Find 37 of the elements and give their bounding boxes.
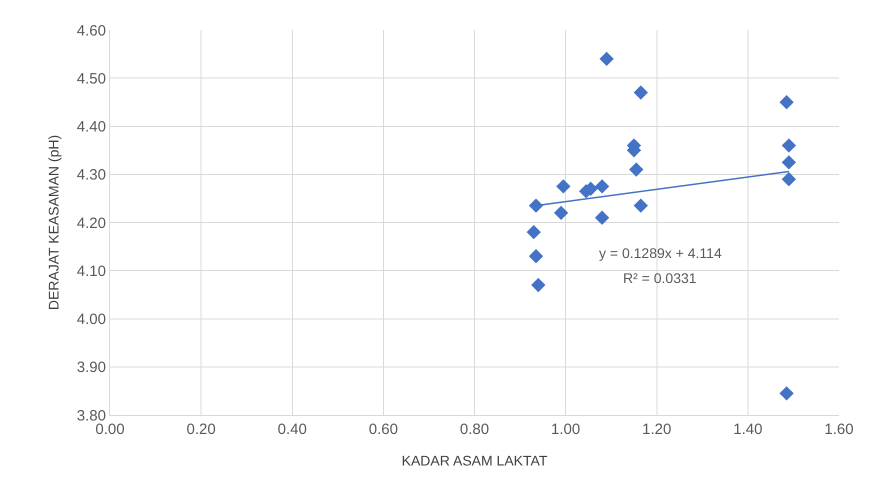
point	[528, 198, 544, 213]
x-tick-label: 1.20	[642, 421, 672, 438]
point	[556, 179, 570, 194]
x-tick-label: 0.80	[460, 421, 490, 438]
point	[782, 138, 796, 153]
y-axis-title: DERAJAT KEASAMAN (pH)	[45, 134, 62, 310]
x-tick-label: 1.60	[824, 421, 854, 438]
y-tick-label: 4.20	[76, 214, 106, 232]
point	[634, 198, 648, 213]
point	[531, 278, 546, 292]
y-tick-label: 4.50	[76, 70, 106, 88]
point	[599, 52, 614, 66]
x-tick-label: 0.20	[186, 421, 216, 438]
point	[526, 224, 541, 240]
x-tick-label: 0.60	[368, 421, 398, 438]
y-tick-label: 4.00	[76, 311, 106, 328]
x-tick-label: 1.00	[551, 421, 580, 438]
point	[782, 155, 796, 170]
point	[554, 206, 568, 220]
point	[779, 386, 794, 400]
y-tick-label: 3.90	[76, 359, 106, 376]
y-tick-label: 4.40	[76, 118, 106, 136]
point	[634, 85, 648, 100]
point	[782, 172, 796, 186]
point	[629, 162, 644, 177]
y-tick-label: 4.30	[76, 166, 106, 184]
point	[528, 249, 544, 264]
x-tick-label: 0.40	[278, 421, 307, 438]
annotation: R² = 0.0331	[623, 270, 697, 286]
point	[594, 210, 610, 225]
point	[594, 179, 610, 194]
point	[779, 95, 794, 110]
y-tick-label: 4.60	[76, 22, 106, 40]
x-axis-title: KADAR ASAM LAKTAT	[402, 452, 548, 468]
x-tick-label: 1.40	[733, 421, 762, 438]
annotation: y = 0.1289x + 4.114	[599, 245, 722, 261]
y-tick-label: 4.10	[76, 262, 106, 280]
